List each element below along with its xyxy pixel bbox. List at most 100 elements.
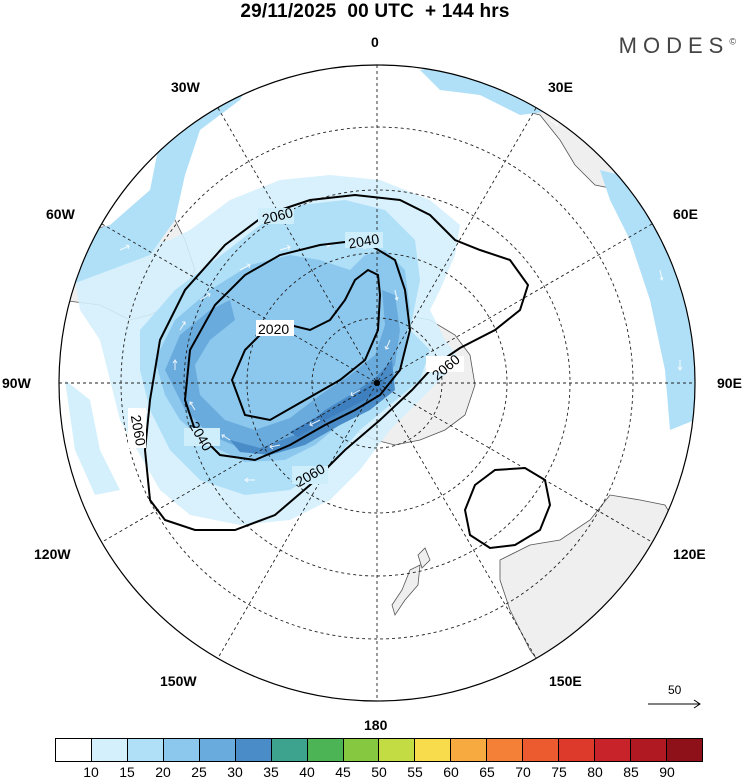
colorbar-tick-label: 30 xyxy=(227,764,243,780)
wind-arrow xyxy=(309,419,321,427)
wind-arrow xyxy=(659,269,664,281)
wind-arrow xyxy=(384,339,391,350)
colorbar-tick-label: 65 xyxy=(479,764,495,780)
colorbar-tick-label: 35 xyxy=(263,764,279,780)
copyright-mark: © xyxy=(729,36,736,47)
lon-label-60e: 60E xyxy=(673,206,698,222)
colorbar-swatch xyxy=(523,739,560,761)
colorbar-tick-label: 75 xyxy=(551,764,567,780)
wind-arrow xyxy=(350,389,361,397)
africa-land xyxy=(454,65,651,191)
map-title: 29/11/2025 00 UTC + 144 hrs xyxy=(240,1,510,22)
colorbar-tick-label: 70 xyxy=(515,764,531,780)
shade-jet-30 xyxy=(230,360,395,455)
wind-arrow xyxy=(172,359,178,370)
lon-label-0: 0 xyxy=(371,34,379,50)
contour-label: 2060 xyxy=(260,204,294,227)
colorbar-swatch xyxy=(91,739,128,761)
meridian-line xyxy=(217,107,537,659)
lon-label-90w: 90W xyxy=(2,375,31,391)
colorbar-tick-label: 90 xyxy=(659,764,675,780)
meridian-line xyxy=(101,223,653,543)
colorbar-swatch xyxy=(379,739,416,761)
colorbar-tick-label: 20 xyxy=(155,764,171,780)
colorbar-tick-label: 10 xyxy=(83,764,99,780)
colorbar-swatch xyxy=(343,739,380,761)
latitude-circle xyxy=(120,126,634,640)
colorbar-swatch xyxy=(595,739,631,761)
colorbar-tick-label: 45 xyxy=(335,764,351,780)
lon-label-120w: 120W xyxy=(34,546,71,562)
wind-arrow xyxy=(549,119,559,126)
wind-arrow xyxy=(269,443,281,450)
wind-arrow xyxy=(179,321,186,331)
colorbar-swatch xyxy=(199,739,236,761)
meridian-line xyxy=(101,223,653,543)
colorbar-swatch xyxy=(271,739,308,761)
colorbar-tick-label: 25 xyxy=(191,764,207,780)
contour-label: 2060 xyxy=(128,414,149,448)
meridian-line xyxy=(217,107,537,659)
south-pole-marker xyxy=(374,380,380,386)
shade-north-rim xyxy=(420,65,560,115)
height-contours xyxy=(143,193,552,550)
wind-arrow xyxy=(409,102,420,108)
reference-vector-label: 50 xyxy=(668,683,682,697)
colorbar-swatch xyxy=(415,739,452,761)
colorbar-swatch xyxy=(307,739,344,761)
colorbar-tick-label: 85 xyxy=(623,764,639,780)
contour-label: 2020 xyxy=(258,321,289,337)
colorbar-swatch xyxy=(487,739,524,761)
colorbar-swatch xyxy=(163,739,200,761)
contour-2040 xyxy=(183,240,412,462)
colorbar xyxy=(55,738,703,762)
colorbar-tick-label: 60 xyxy=(443,764,459,780)
lon-label-150e: 150E xyxy=(549,673,582,689)
reference-vector xyxy=(648,699,701,709)
contour-2060-main xyxy=(143,193,530,531)
colorbar-tick-label: 50 xyxy=(371,764,387,780)
shade-west-rim xyxy=(65,380,120,495)
new-zealand-land xyxy=(391,564,421,616)
colorbar-tick-label: 55 xyxy=(407,764,423,780)
colorbar-tick-label: 15 xyxy=(119,764,135,780)
wind-arrow xyxy=(279,244,291,251)
colorbar-swatch xyxy=(451,739,488,761)
lon-label-120e: 120E xyxy=(673,546,706,562)
lon-label-180: 180 xyxy=(364,717,388,733)
colorbar-swatch xyxy=(127,739,164,761)
wind-arrow xyxy=(189,401,196,411)
wind-arrow xyxy=(239,263,251,271)
wind-arrow xyxy=(677,360,683,371)
wind-arrow xyxy=(394,289,399,301)
map-boundary xyxy=(58,64,696,702)
wind-arrow xyxy=(119,244,130,251)
new-zealand-north-land xyxy=(417,547,431,569)
colorbar-swatch xyxy=(666,739,702,761)
shade-south-america-band xyxy=(60,80,250,285)
contour-labels: 2060 2040 2020 2060 2040 2060 2060 xyxy=(128,204,464,490)
lon-label-30w: 30W xyxy=(171,79,200,95)
colorbar-tick-label: 40 xyxy=(299,764,315,780)
lon-label-90e: 90E xyxy=(717,375,742,391)
lon-label-60w: 60W xyxy=(46,206,75,222)
colorbar-tick-labels: 10 15 20 25 30 35 40 45 50 55 60 65 70 75 80 85 90 xyxy=(0,764,750,782)
contour-closed-low xyxy=(463,466,552,550)
wind-arrow xyxy=(199,292,211,301)
shade-jet-core xyxy=(290,378,385,437)
colorbar-swatch xyxy=(559,739,596,761)
lon-label-150w: 150W xyxy=(160,673,197,689)
modes-logo: MODES© xyxy=(618,33,736,58)
australia-land xyxy=(499,494,695,701)
contour-label: 2040 xyxy=(347,230,381,251)
wind-arrow xyxy=(244,477,255,483)
lon-label-30e: 30E xyxy=(548,79,573,95)
colorbar-tick-label: 80 xyxy=(587,764,603,780)
latitude-circle xyxy=(311,317,443,449)
colorbar-swatch xyxy=(56,739,92,761)
colorbar-swatch xyxy=(631,739,667,761)
wind-arrow xyxy=(221,434,231,441)
shade-east-rim xyxy=(600,170,695,430)
colorbar-swatch xyxy=(235,739,272,761)
